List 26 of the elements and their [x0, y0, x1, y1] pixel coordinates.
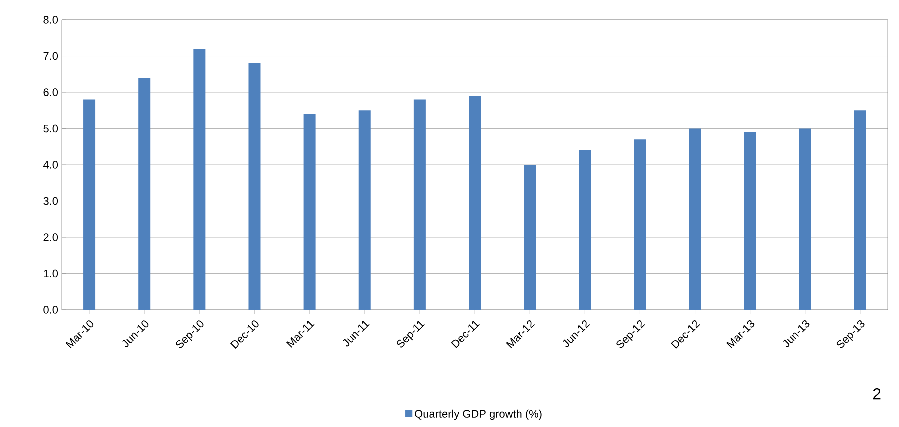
y-tick-label: 0.0 [44, 306, 58, 314]
bar [194, 49, 206, 310]
y-tick-label: 1.0 [44, 270, 58, 278]
y-tick-label: 8.0 [44, 16, 58, 24]
bar [744, 132, 756, 310]
y-tick-label: 4.0 [43, 161, 58, 169]
bar [304, 114, 316, 310]
bar [579, 150, 592, 310]
y-tick-label: 7.0 [44, 52, 58, 60]
bar [634, 140, 646, 310]
y-tick-label: 2.0 [44, 234, 58, 242]
y-tick-label: 5.0 [44, 124, 58, 133]
bar [84, 100, 96, 310]
bar [358, 110, 371, 310]
y-tick-label: 6.0 [44, 88, 58, 96]
bar [248, 64, 261, 310]
text: 2 [873, 388, 881, 400]
legend-label: Quarterly GDP growth (%) [415, 410, 542, 420]
bar [854, 110, 866, 310]
bar [689, 128, 702, 310]
y-tick-label: 3.0 [44, 197, 58, 206]
bar [414, 100, 426, 310]
bar [469, 96, 482, 310]
bar [799, 128, 812, 310]
bar [524, 165, 536, 310]
bar [138, 78, 151, 310]
